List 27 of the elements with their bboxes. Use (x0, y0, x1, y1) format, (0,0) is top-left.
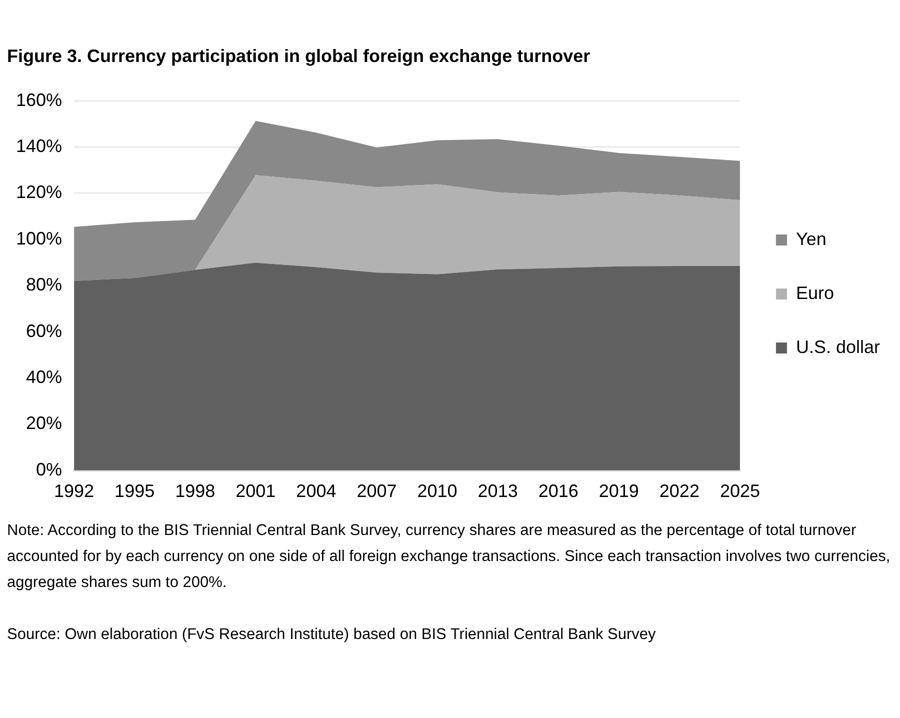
x-tick-label: 1998 (175, 481, 216, 502)
x-tick-label: 2019 (598, 481, 639, 502)
y-tick-label: 100% (16, 228, 62, 248)
x-tick-label: 1992 (54, 481, 94, 502)
legend-label: Yen (796, 228, 826, 249)
y-tick-label: 0% (36, 459, 62, 480)
chart-title: Figure 3. Currency participation in global foreign exchange turnover (7, 46, 590, 67)
y-tick-label: 60% (26, 320, 62, 341)
x-tick-label: 2001 (236, 481, 276, 502)
y-tick-label: 20% (26, 413, 62, 434)
y-tick-label: 80% (26, 274, 62, 295)
x-tick-label: 2010 (417, 481, 458, 502)
y-tick-label: 40% (26, 366, 62, 387)
x-tick-label: 2016 (538, 481, 578, 502)
text: Note: According to the BIS Triennial Central Bank Survey, currency shares are measured as the percentage of total turnover accounted for by each currency on one side of all foreign exchange transactions. Since each transaction involves two currencies, aggregate shares sum to 200%. (7, 521, 892, 593)
y-tick-label: 140% (16, 136, 62, 156)
legend-label: Euro (796, 282, 834, 303)
x-tick-label: 2004 (296, 481, 336, 502)
x-tick-label: 2025 (720, 481, 760, 502)
x-tick-label: 2022 (659, 481, 700, 502)
x-tick-label: 2007 (356, 481, 397, 502)
source-note: Source: Own elaboration (FvS Research Institute) based on BIS Triennial Central Bank Survey (7, 625, 657, 645)
x-tick-label: 1995 (114, 481, 155, 502)
y-tick-label: 120% (16, 182, 62, 202)
x-tick-label: 2013 (478, 481, 518, 502)
y-tick-label: 160% (16, 90, 62, 110)
legend-label: U.S. dollar (796, 336, 880, 357)
